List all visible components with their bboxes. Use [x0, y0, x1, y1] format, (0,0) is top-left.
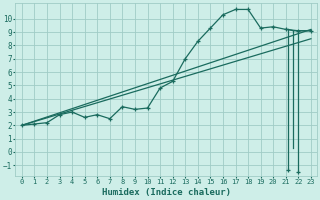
- X-axis label: Humidex (Indice chaleur): Humidex (Indice chaleur): [102, 188, 231, 197]
